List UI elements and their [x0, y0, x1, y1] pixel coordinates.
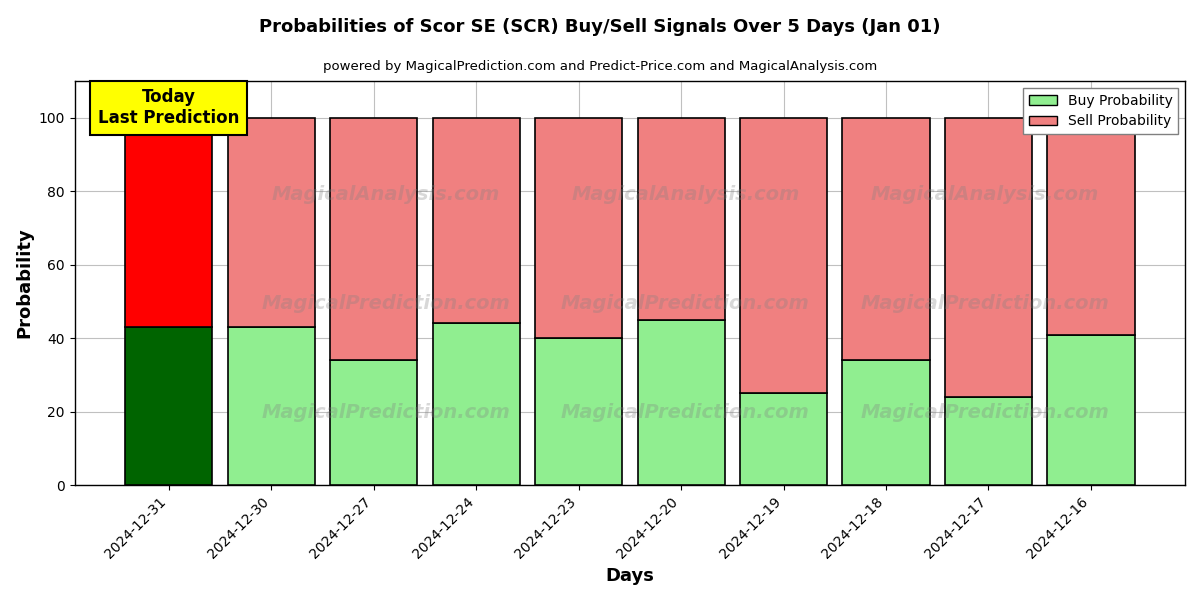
Text: powered by MagicalPrediction.com and Predict-Price.com and MagicalAnalysis.com: powered by MagicalPrediction.com and Pre… [323, 60, 877, 73]
Bar [944, 397, 1032, 485]
Bar [535, 338, 622, 485]
Text: MagicalAnalysis.com: MagicalAnalysis.com [871, 185, 1099, 203]
Bar [330, 118, 418, 360]
X-axis label: Days: Days [605, 567, 654, 585]
Text: MagicalPrediction.com: MagicalPrediction.com [262, 294, 510, 313]
Bar [1048, 118, 1134, 335]
Bar [228, 327, 314, 485]
Bar [944, 118, 1032, 397]
Bar [432, 323, 520, 485]
Bar [842, 118, 930, 360]
Legend: Buy Probability, Sell Probability: Buy Probability, Sell Probability [1024, 88, 1178, 134]
Y-axis label: Probability: Probability [16, 228, 34, 338]
Text: Probabilities of Scor SE (SCR) Buy/Sell Signals Over 5 Days (Jan 01): Probabilities of Scor SE (SCR) Buy/Sell … [259, 18, 941, 36]
Text: MagicalPrediction.com: MagicalPrediction.com [860, 294, 1110, 313]
Bar [330, 360, 418, 485]
Bar [842, 360, 930, 485]
Text: Today
Last Prediction: Today Last Prediction [98, 88, 239, 127]
Bar [1048, 335, 1134, 485]
Text: MagicalPrediction.com: MagicalPrediction.com [560, 403, 810, 422]
Bar [228, 118, 314, 327]
Bar [740, 394, 827, 485]
Text: MagicalPrediction.com: MagicalPrediction.com [262, 403, 510, 422]
Bar [125, 118, 212, 327]
Text: MagicalPrediction.com: MagicalPrediction.com [560, 294, 810, 313]
Bar [740, 118, 827, 394]
Text: MagicalAnalysis.com: MagicalAnalysis.com [271, 185, 499, 203]
Bar [535, 118, 622, 338]
Text: MagicalPrediction.com: MagicalPrediction.com [860, 403, 1110, 422]
Bar [637, 118, 725, 320]
Bar [432, 118, 520, 323]
Bar [637, 320, 725, 485]
Text: MagicalAnalysis.com: MagicalAnalysis.com [571, 185, 799, 203]
Bar [125, 327, 212, 485]
